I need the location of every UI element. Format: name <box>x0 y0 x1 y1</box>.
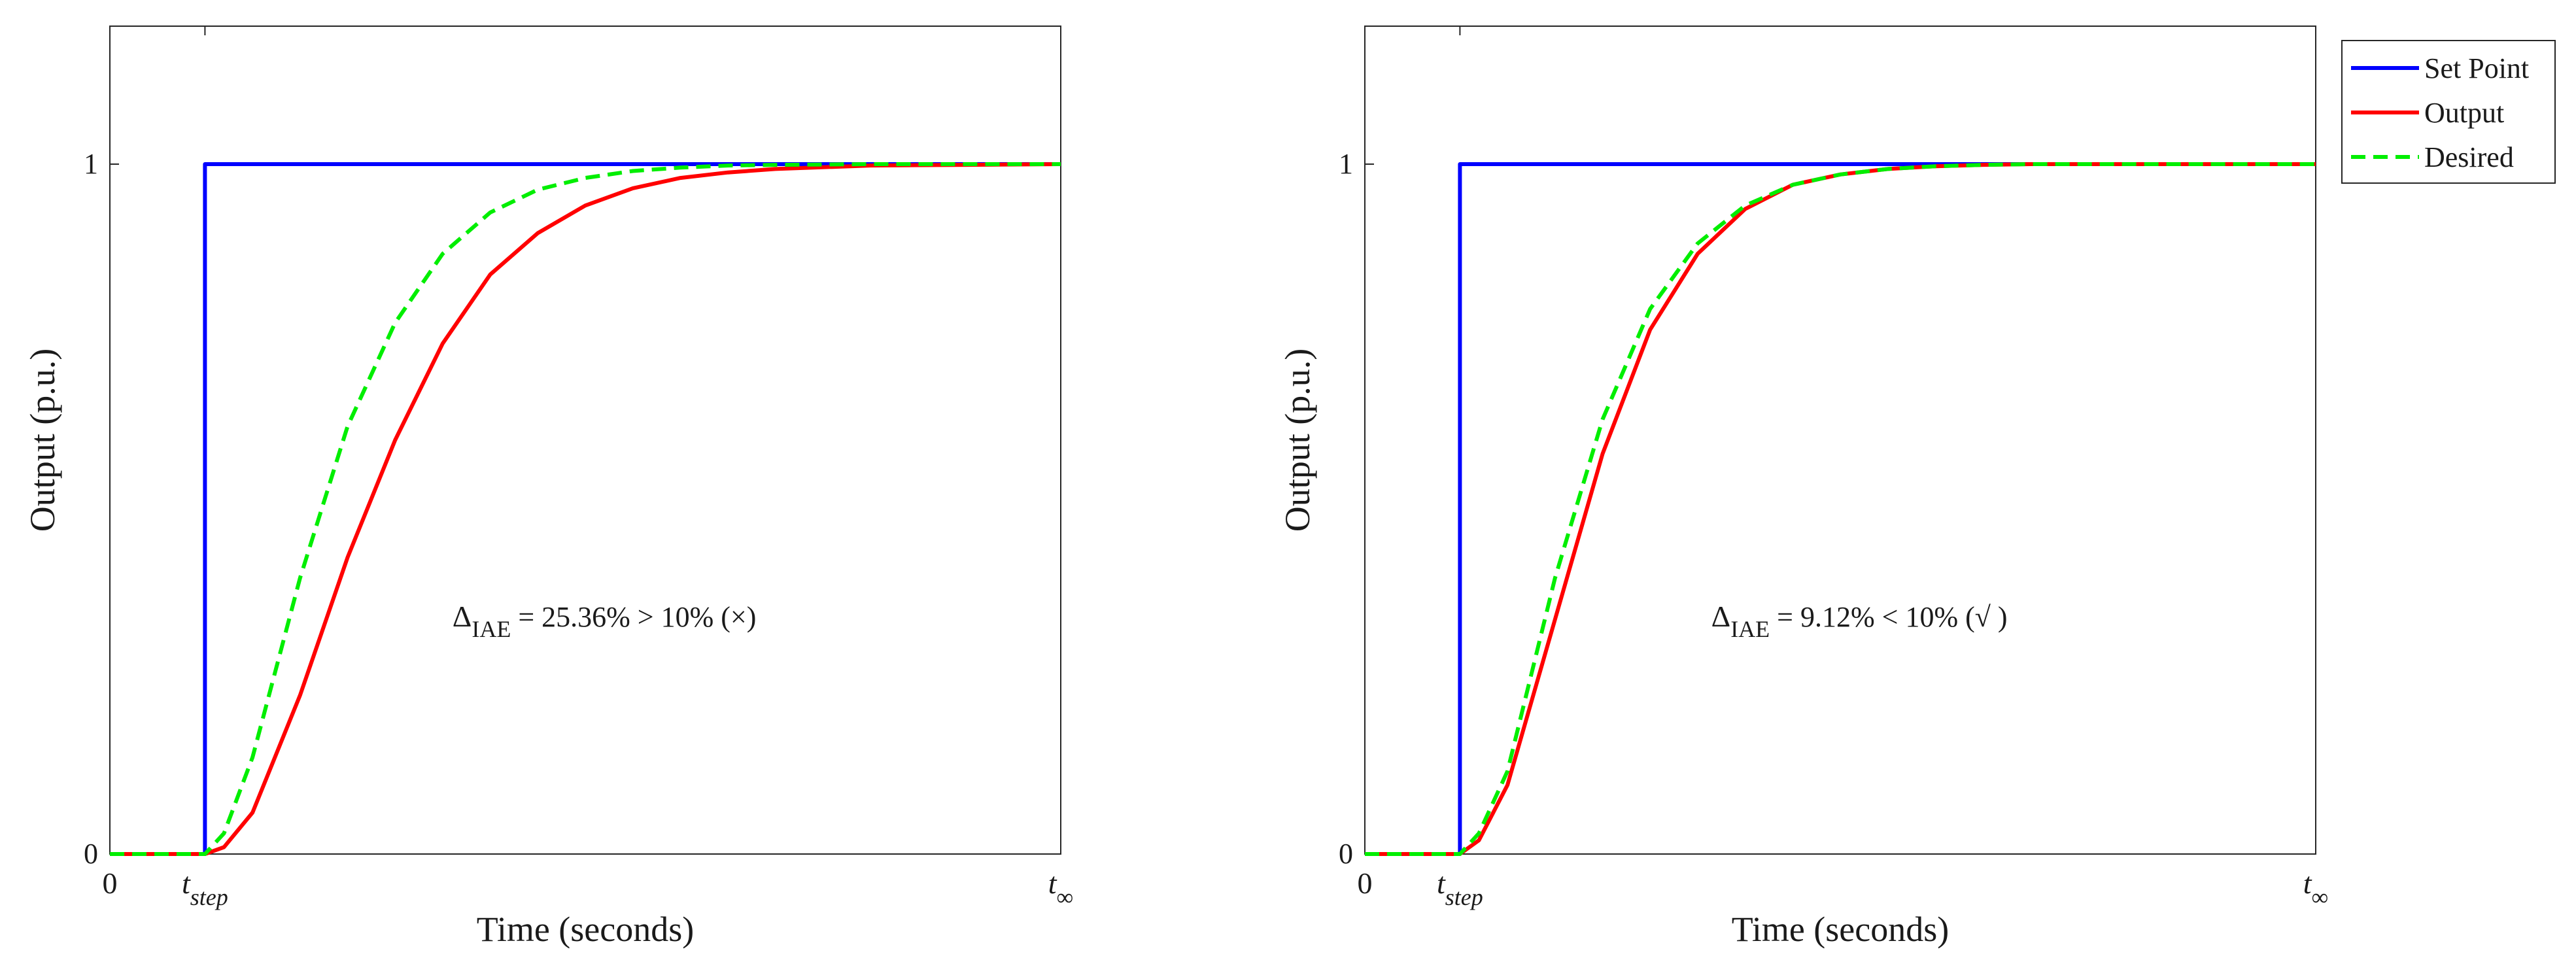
y-tick-label: 1 <box>1339 148 1353 180</box>
series-desired-line <box>110 162 1061 856</box>
x-tick-label: 0 <box>1358 866 1373 900</box>
x-tick-label: tstep <box>182 866 228 910</box>
series-output-line <box>110 162 1061 856</box>
legend-label: Set Point <box>2424 52 2529 84</box>
axes-frame <box>109 26 1061 855</box>
series-desired-line <box>1365 162 2316 856</box>
y-axis-label: Output (p.u.) <box>1278 349 1317 532</box>
y-axis-label: Output (p.u.) <box>23 349 62 532</box>
y-tick-label: 0 <box>84 838 98 870</box>
x-tick-label: tstep <box>1437 866 1483 910</box>
x-axis-label: Time (seconds) <box>1732 910 1949 949</box>
right-plot: 0 1 0 tstep t∞ Time (seconds) Output (p.u.) ΔIA… <box>1278 26 2328 949</box>
x-tick-label: t∞ <box>2303 866 2328 910</box>
legend-label: Output <box>2424 97 2504 129</box>
x-axis-label: Time (seconds) <box>477 910 695 949</box>
y-tick-label: 0 <box>1339 838 1353 870</box>
axes-frame <box>1364 26 2316 855</box>
x-tick-label: t∞ <box>1048 866 1073 910</box>
left-plot: 0 1 0 tstep t∞ Time (seconds) Output (p.u.) ΔIA… <box>23 26 1073 949</box>
legend-label: Desired <box>2424 141 2514 173</box>
iae-annotation: ΔIAE = 9.12% < 10% (√ ) <box>1711 600 2008 642</box>
legend: Set Point Output Desired <box>2341 40 2556 184</box>
x-tick-label: 0 <box>103 866 118 900</box>
iae-annotation: ΔIAE = 25.36% > 10% (×) <box>453 600 757 642</box>
legend-box <box>2341 40 2556 184</box>
y-tick-label: 1 <box>84 148 98 180</box>
